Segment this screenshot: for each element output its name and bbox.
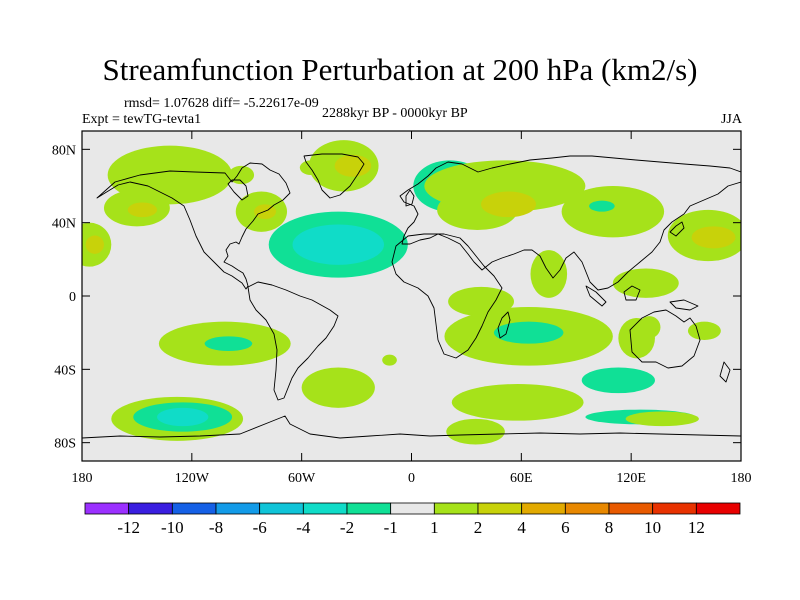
anomaly-region xyxy=(448,286,515,317)
colorbar-swatch xyxy=(521,502,566,515)
anomaly-region xyxy=(687,321,721,341)
y-tick-label: 80S xyxy=(54,437,76,452)
anomaly-region xyxy=(691,226,736,249)
anomaly-region xyxy=(581,367,655,394)
colorbar-swatch xyxy=(215,502,261,515)
y-tick-label: 0 xyxy=(69,290,76,305)
stats-label: rmsd= 1.07628 diff= -5.22617e-09 xyxy=(124,96,319,111)
anomaly-region xyxy=(530,250,568,298)
experiment-label: Expt = tewTG-tevta1 xyxy=(82,112,202,127)
coastline-greenland xyxy=(303,153,365,199)
colorbar-label: -6 xyxy=(253,518,267,537)
coastline-new-guinea xyxy=(669,299,699,311)
y-tick-label: 40S xyxy=(54,363,76,378)
coastline-hudson-bay xyxy=(227,179,249,201)
colorbar-label: 12 xyxy=(688,518,705,537)
colorbar-label: -12 xyxy=(117,518,140,537)
anomaly-region xyxy=(85,235,104,254)
colorbar-label: -4 xyxy=(296,518,311,537)
coastline-south-america xyxy=(247,281,339,401)
colorbar-label: 6 xyxy=(561,518,570,537)
x-tick-label: 0 xyxy=(408,471,415,486)
colorbar-swatch xyxy=(608,502,654,515)
anomaly-region xyxy=(157,407,209,427)
coastline-antarctica xyxy=(82,415,741,439)
colorbar-label: 8 xyxy=(605,518,614,537)
colorbar-swatch xyxy=(128,502,173,515)
x-tick-label: 180 xyxy=(72,471,93,486)
axis-ticks: 180 120W 60W 0 60E 120E 180 80N 40N 0 40S 80S xyxy=(52,131,752,486)
colorbar-label: -8 xyxy=(209,518,223,537)
x-tick-label: 120W xyxy=(175,471,210,486)
x-tick-label: 60E xyxy=(510,471,533,486)
anomaly-region xyxy=(481,191,536,218)
y-tick-label: 40N xyxy=(52,217,76,232)
colorbar-label: -10 xyxy=(161,518,184,537)
colorbar-label: 1 xyxy=(430,518,439,537)
x-tick-label: 120E xyxy=(616,471,646,486)
colorbar-label: -1 xyxy=(384,518,398,537)
anomaly-region xyxy=(589,200,615,212)
anomaly-region xyxy=(127,202,158,218)
colorbar-label: 2 xyxy=(474,518,483,537)
anomaly-layer xyxy=(82,140,741,445)
colorbar-swatch xyxy=(477,502,523,515)
colorbar-swatch xyxy=(433,502,479,515)
anomaly-region xyxy=(446,418,505,445)
season-label: JJA xyxy=(720,112,742,127)
anomaly-region xyxy=(301,367,375,408)
colorbar: -12 -10 -8 -6 -4 -2 -1 1 2 4 6 8 10 12 xyxy=(84,502,741,537)
colorbar-label: 10 xyxy=(644,518,661,537)
period-label: 2288kyr BP - 0000kyr BP xyxy=(322,106,468,121)
anomaly-region xyxy=(638,316,661,339)
colorbar-swatch xyxy=(652,502,697,515)
y-tick-label: 80N xyxy=(52,143,76,158)
colorbar-swatch xyxy=(302,502,348,515)
colorbar-swatch xyxy=(695,502,741,515)
coastline-africa xyxy=(391,233,503,359)
anomaly-region xyxy=(299,160,322,176)
colorbar-swatch xyxy=(171,502,217,515)
coastline-australia xyxy=(629,309,701,369)
anomaly-region xyxy=(451,384,584,421)
colorbar-swatch xyxy=(564,502,610,515)
coastline-eurasia xyxy=(399,155,741,291)
coastline-british-isles xyxy=(405,189,415,207)
anomaly-region xyxy=(382,354,397,366)
coastline-new-zealand xyxy=(719,361,731,383)
anomaly-region xyxy=(204,336,253,351)
x-tick-label: 180 xyxy=(731,471,752,486)
colorbar-swatch xyxy=(84,502,130,515)
x-tick-label: 60W xyxy=(288,471,316,486)
anomaly-region xyxy=(334,154,372,177)
colorbar-label: 4 xyxy=(517,518,526,537)
anomaly-region xyxy=(612,268,679,298)
anomaly-region xyxy=(493,321,564,344)
colorbar-label: -2 xyxy=(340,518,354,537)
coastline-japan xyxy=(669,221,685,237)
coastlines xyxy=(82,153,741,439)
anomaly-region xyxy=(625,411,699,427)
anomaly-region xyxy=(107,145,233,205)
chart-title: Streamfunction Perturbation at 200 hPa (… xyxy=(102,52,698,87)
colorbar-swatch xyxy=(346,502,392,515)
coastline-borneo xyxy=(623,285,641,301)
coastline-sumatra xyxy=(585,285,607,307)
anomaly-region xyxy=(561,186,665,238)
colorbar-swatch xyxy=(259,502,304,515)
coastline-north-america xyxy=(96,162,291,290)
coastline-madagascar xyxy=(497,311,511,339)
colorbar-swatch xyxy=(390,502,435,515)
anomaly-region xyxy=(292,224,385,265)
